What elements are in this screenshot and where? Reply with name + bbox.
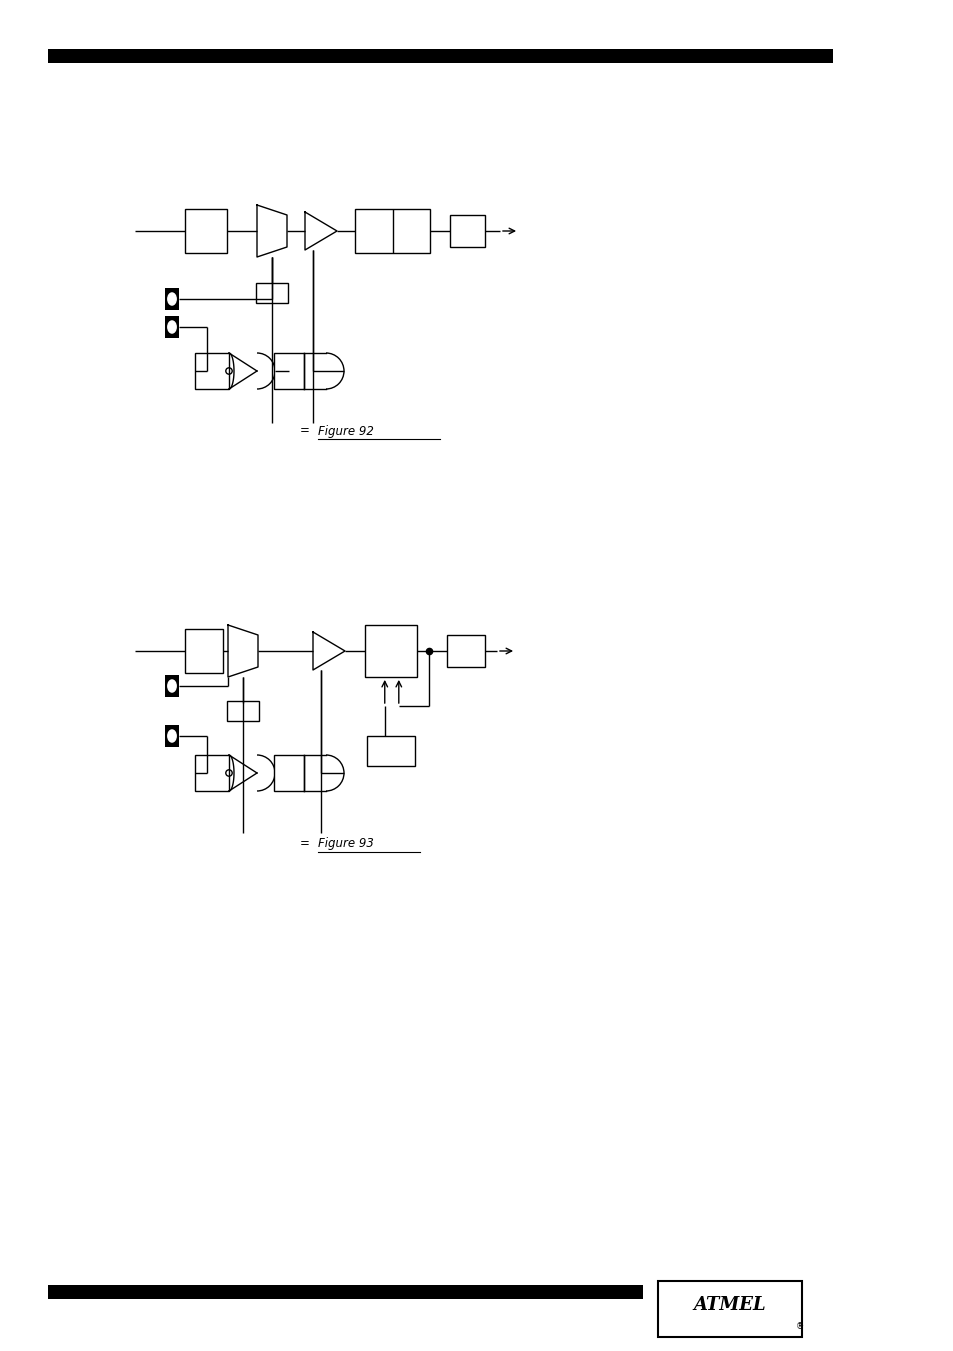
Text: ®: ® xyxy=(795,1323,803,1332)
Text: =: = xyxy=(300,838,310,851)
Bar xyxy=(165,676,179,697)
Bar xyxy=(165,316,179,338)
Bar xyxy=(48,49,832,63)
Bar xyxy=(365,626,416,677)
Bar xyxy=(447,635,484,667)
Bar xyxy=(48,1285,642,1300)
Bar xyxy=(355,209,430,253)
Text: ATMEL: ATMEL xyxy=(693,1296,765,1315)
Bar xyxy=(165,725,179,747)
Bar xyxy=(255,282,288,303)
Bar xyxy=(658,1281,801,1337)
Ellipse shape xyxy=(168,322,176,334)
Bar xyxy=(367,736,415,766)
Bar xyxy=(274,755,304,790)
Bar xyxy=(274,353,304,389)
Bar xyxy=(194,353,229,389)
Bar xyxy=(185,630,223,673)
Text: Figure 92: Figure 92 xyxy=(317,424,374,438)
Bar xyxy=(185,209,227,253)
Bar xyxy=(194,755,229,790)
Text: =: = xyxy=(300,424,310,438)
Text: Figure 93: Figure 93 xyxy=(317,838,374,851)
Ellipse shape xyxy=(168,680,176,692)
Ellipse shape xyxy=(168,730,176,742)
Bar xyxy=(450,215,484,247)
Bar xyxy=(227,701,258,721)
Bar xyxy=(165,288,179,309)
Ellipse shape xyxy=(168,293,176,305)
